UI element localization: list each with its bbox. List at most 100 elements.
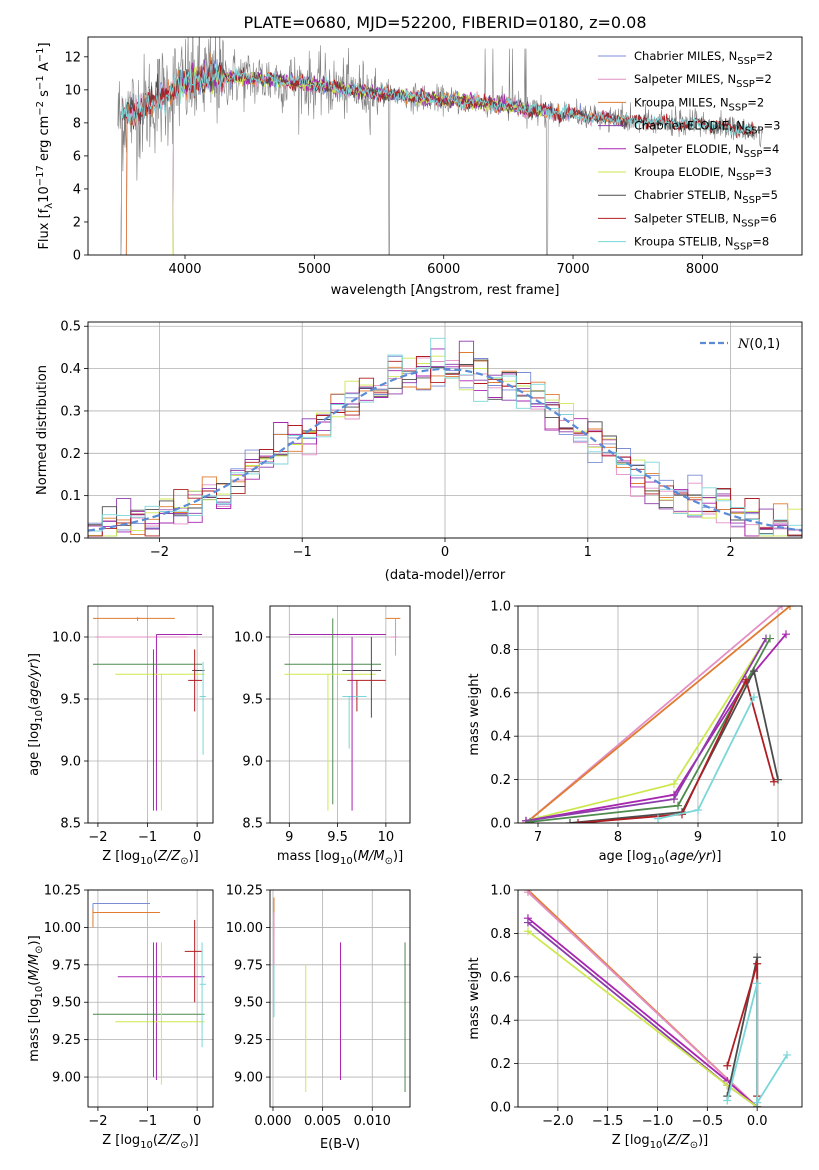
panel-weight_vs_Z: −2.0 −1.5 −1.0 −0.5 0.0 0.0 0.2 0.4 0.6 0.8 1.0 Z […: [467, 884, 803, 1151]
model-spectrum-kroupa_stelib: [120, 59, 754, 255]
y-tick-label: 0.4: [60, 362, 81, 377]
y-tick-label: 0.2: [490, 1057, 511, 1072]
y-tick-label: 0.0: [60, 532, 81, 547]
y-axis-label: age [log10(age/yr)]: [27, 653, 45, 776]
y-tick-label: 8.5: [242, 817, 263, 832]
weight-marker: [750, 667, 758, 676]
x-tick-label: 0.000: [254, 1114, 291, 1129]
y-tick-label: 1.0: [490, 600, 511, 615]
x-tick-label: −1.0: [642, 1114, 674, 1129]
axes-frame: [87, 605, 214, 824]
legend-label: Salpeter MILES, NSSP=2: [634, 72, 772, 90]
panel-spectrum: 4000 5000 6000 7000 8000 0 2 4 6 8 10 12 Chabrier MI…: [35, 36, 803, 298]
y-tick-label: 0.6: [490, 970, 511, 985]
x-axis-label: E(B-V): [320, 1137, 360, 1152]
weight-line-kroupa_miles: [525, 606, 791, 823]
plot-area: [522, 606, 794, 823]
x-tick-label: −1.5: [592, 1114, 624, 1129]
y-tick-label: 9.25: [52, 1033, 81, 1048]
plot-area: [273, 897, 406, 1093]
y-axis-label: Normed distribution: [35, 365, 50, 495]
y-tick-label: 10.25: [226, 884, 263, 899]
y-tick-label: 9.00: [52, 1071, 81, 1086]
y-tick-label: 0.2: [60, 447, 81, 462]
y-tick-label: 4: [73, 182, 81, 197]
panel-age_vs_mass: 9 9.5 10 8.5 9.0 9.5 10.0 mass [log10(M/M⊙)]: [234, 605, 411, 867]
y-tick-label: 9.75: [52, 958, 81, 973]
x-tick-label: 8: [614, 830, 622, 845]
weight-marker: [782, 630, 790, 639]
y-axis-label: mass weight: [467, 957, 482, 1039]
y-tick-label: 0.0: [490, 1101, 511, 1116]
weight-marker: [674, 801, 682, 810]
y-tick-label: 0.8: [490, 927, 511, 942]
weight-line-kroupa_stelib: [657, 696, 755, 820]
axes-frame: [87, 321, 803, 539]
x-axis-label: wavelength [Angstrom, rest frame]: [331, 283, 560, 298]
y-tick-label: 9.5: [242, 693, 263, 708]
y-tick-label: 10.0: [52, 631, 81, 646]
residual-histogram-kroupa_stelib: [88, 337, 802, 538]
y-tick-label: 2: [73, 215, 81, 230]
panel-mass_vs_ebv: 0.000 0.005 0.010 9.00 9.25 9.50 9.75 10.00 10.2…: [226, 884, 411, 1152]
y-tick-label: 6: [73, 149, 81, 164]
y-tick-label: 8.5: [60, 817, 81, 832]
x-tick-label: 5000: [298, 262, 331, 277]
x-tick-label: −2: [88, 830, 107, 845]
y-tick-label: 10: [64, 83, 81, 98]
weight-marker: [670, 795, 678, 804]
axes-frame: [269, 889, 411, 1108]
x-tick-label: 0.005: [304, 1114, 341, 1129]
legend-label: Chabrier STELIB, NSSP=5: [634, 188, 778, 206]
weight-line-green: [529, 638, 771, 823]
y-tick-label: 8: [73, 116, 81, 131]
y-tick-label: 0.8: [490, 643, 511, 658]
weight-marker: [526, 817, 534, 823]
weight-marker: [753, 979, 762, 988]
y-tick-label: 9.75: [234, 958, 263, 973]
legend-label: Salpeter STELIB, NSSP=6: [634, 211, 777, 229]
legend-label: Chabrier MILES, NSSP=2: [634, 49, 773, 67]
weight-marker: [670, 779, 678, 788]
weight-marker: [523, 890, 532, 897]
weight-marker: [522, 816, 530, 823]
x-tick-label: 10: [770, 830, 787, 845]
y-tick-label: 0.0: [490, 817, 511, 832]
weight-line-chabrier_stelib: [569, 668, 779, 823]
legend-label: Kroupa ELODIE, NSSP=3: [634, 165, 772, 183]
x-tick-label: −1: [138, 830, 157, 845]
weight-line-salpeter_elodie: [527, 917, 758, 1107]
y-tick-label: 9.5: [60, 693, 81, 708]
weight-marker: [753, 959, 762, 968]
x-tick-label: 4000: [168, 262, 201, 277]
y-tick-label: 10.0: [234, 631, 263, 646]
model-spectrum-salpeter_stelib: [120, 59, 754, 255]
plot-area: [523, 890, 792, 1107]
x-axis-label: Z [log10(Z/Z⊙)]: [102, 849, 199, 867]
y-tick-label: 10.25: [44, 884, 81, 899]
y-axis-label: Flux [fλ10−17 erg cm−2 s−1 A−1]: [35, 42, 55, 249]
plot-area: [284, 617, 401, 811]
axes-frame: [269, 605, 411, 824]
weight-line-salpeter_stelib: [577, 677, 775, 823]
y-tick-label: 0.3: [60, 404, 81, 419]
weight-marker: [523, 927, 532, 936]
weight-line-salpeter_miles: [527, 891, 758, 1107]
legend-label: Salpeter ELODIE, NSSP=4: [634, 142, 779, 160]
weight-marker: [766, 634, 774, 643]
y-tick-label: 9.50: [234, 996, 263, 1011]
x-tick-label: 8000: [686, 262, 719, 277]
x-tick-label: −2: [150, 545, 169, 560]
weight-marker: [694, 805, 702, 814]
y-tick-label: 9.00: [234, 1071, 263, 1086]
x-tick-label: 1: [584, 545, 592, 560]
x-axis-label: (data-model)/error: [385, 568, 506, 583]
weight-marker: [753, 1098, 762, 1107]
weight-line-kroupa_stelib: [726, 983, 788, 1106]
x-tick-label: 6000: [427, 262, 460, 277]
y-tick-label: 10.00: [44, 921, 81, 936]
x-tick-label: −1: [138, 1114, 157, 1129]
x-axis-label: Z [log10(Z/Z⊙)]: [102, 1133, 199, 1151]
legend-label: Kroupa MILES, NSSP=2: [634, 95, 764, 113]
